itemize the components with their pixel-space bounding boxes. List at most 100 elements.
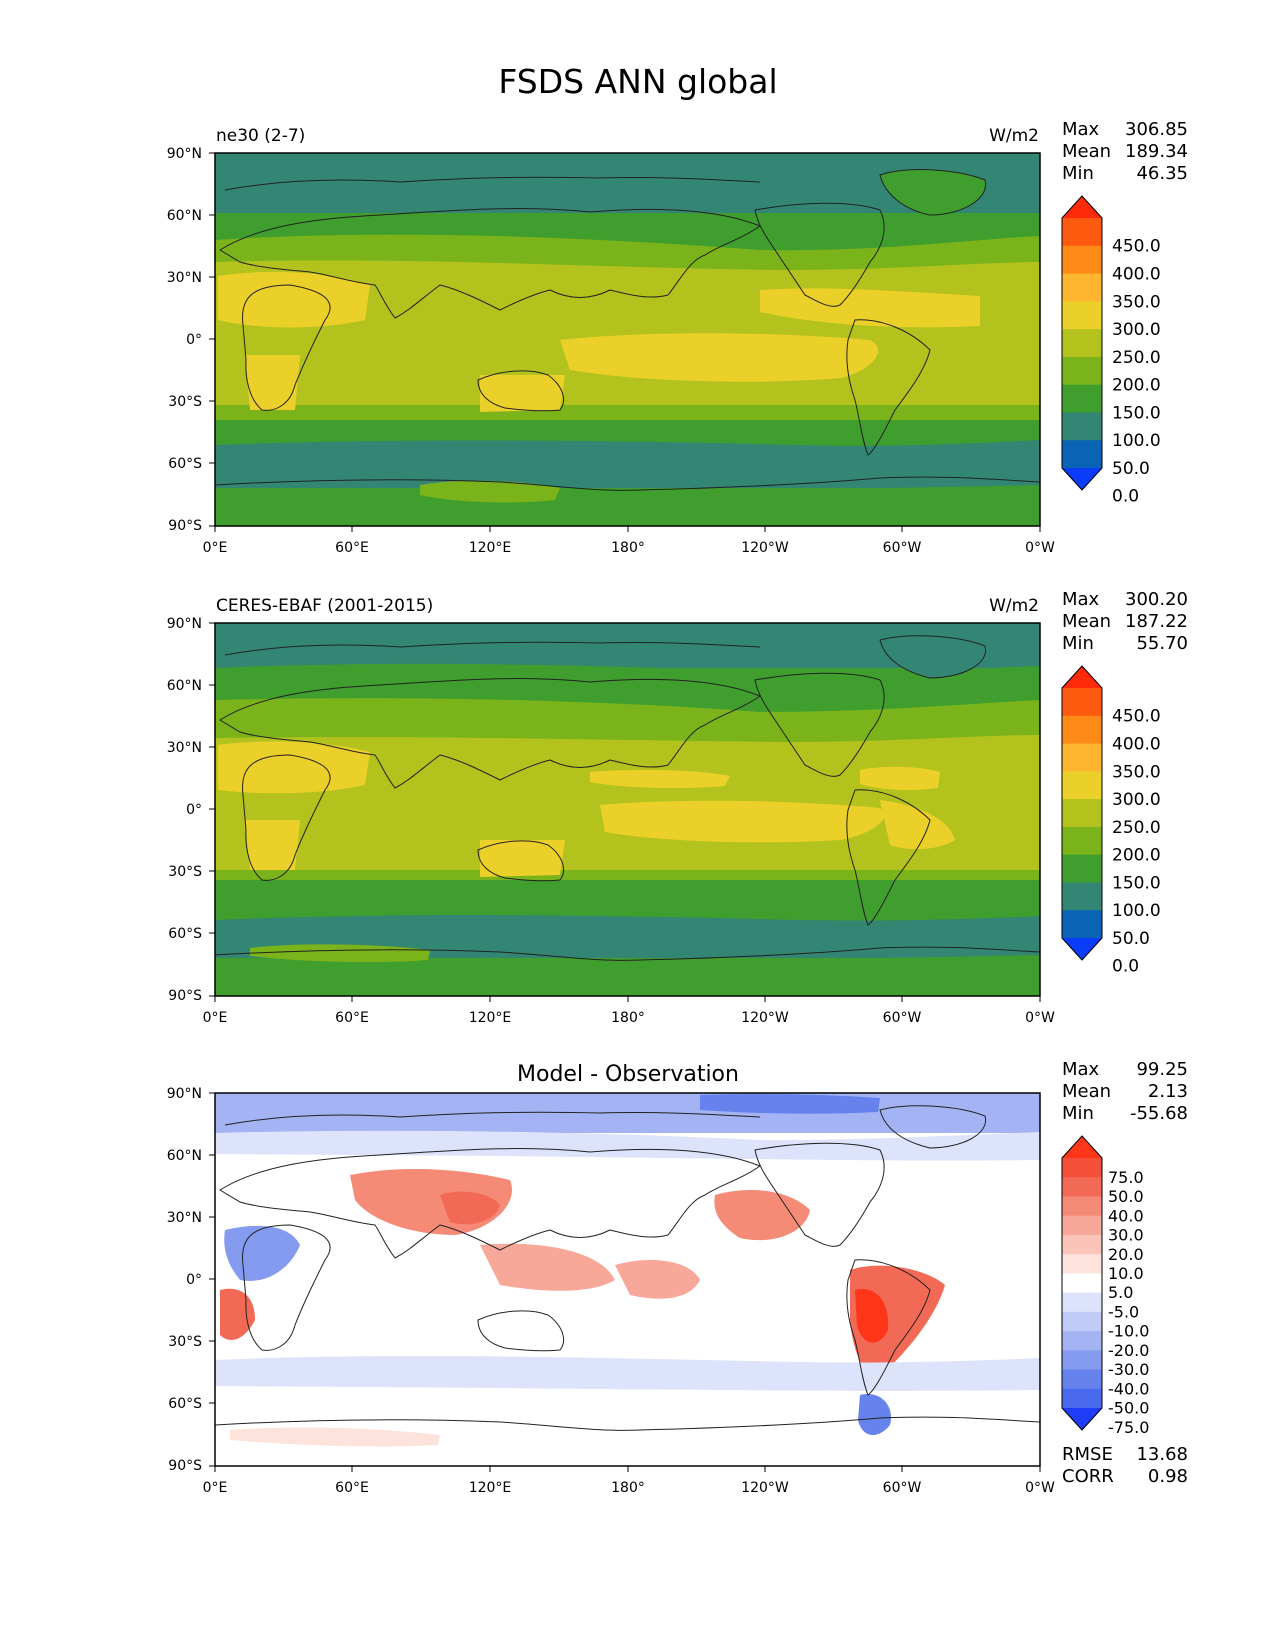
colorbar-extend-max — [1062, 1136, 1102, 1158]
colorbar-segment — [1062, 329, 1102, 358]
lon-ticks — [214, 996, 1041, 1002]
colorbar-segment — [1062, 1177, 1102, 1197]
stat-key-mean: Mean — [1062, 1081, 1111, 1102]
contour-band-sahara — [218, 741, 370, 794]
stat-value-max: 300.20 — [1125, 589, 1188, 610]
panel-label: ne30 (2-7) — [216, 126, 305, 146]
colorbar-segment — [1062, 412, 1102, 441]
colorbar-tick-label: 150.0 — [1112, 403, 1161, 423]
colorbar-segment — [1062, 1196, 1102, 1217]
lon-tick-label: 60°W — [883, 540, 922, 556]
coastline-eurasia — [219, 208, 762, 319]
coastline-north-america — [754, 202, 885, 307]
coastline-arctic — [224, 1111, 761, 1126]
stat-value-mean: 187.22 — [1125, 611, 1188, 632]
lat-tick-labels: 90°N 60°N 30°N 0° 30°S 60°S 90°S — [167, 146, 202, 534]
colorbar-tick-label: 400.0 — [1112, 265, 1161, 285]
colorbar-tick-label: 300.0 — [1112, 790, 1161, 810]
colorbar-tick-label: 350.0 — [1112, 762, 1161, 782]
lat-tick-label: 0° — [186, 332, 202, 348]
lat-tick-labels: 90°N 60°N 30°N 0° 30°S 60°S 90°S — [167, 1086, 202, 1474]
stat-value-min: 46.35 — [1136, 163, 1188, 184]
contour-band-north-mid — [215, 663, 1040, 700]
contour-band-north-neg — [215, 1130, 1040, 1161]
lon-tick-label: 120°W — [741, 1480, 789, 1496]
coastline-australia — [477, 840, 564, 882]
coastline-south-america — [846, 319, 931, 456]
colorbar-tick-label: 50.0 — [1112, 459, 1150, 479]
lon-tick-label: 180° — [611, 1010, 645, 1026]
map-field — [215, 153, 1040, 526]
colorbar-tick-label: 20.0 — [1108, 1245, 1144, 1264]
colorbar-segment — [1062, 743, 1102, 772]
colorbar: 75.050.040.030.020.010.05.0-5.0-10.0-20.… — [1061, 1135, 1149, 1437]
coastlines — [215, 635, 1040, 961]
colorbar: 450.0 400.0 350.0 300.0 250.0 200.0 150.0 100.0… — [1061, 195, 1161, 507]
contour-band-south-america — [880, 800, 955, 850]
stat-key-min: Min — [1062, 1103, 1094, 1124]
lat-tick-label: 90°S — [168, 1458, 202, 1474]
lon-tick-label: 120°W — [741, 1010, 789, 1026]
colorbar-segment — [1062, 1331, 1102, 1351]
lon-tick-label: 120°E — [469, 1480, 512, 1496]
colorbar-tick-label: 250.0 — [1112, 818, 1161, 838]
lon-tick-label: 60°W — [883, 1480, 922, 1496]
coastline-antarctica — [215, 946, 1040, 961]
coastline-africa — [242, 284, 331, 411]
colorbar-segment — [1062, 771, 1102, 800]
contour-band-antarctica — [215, 958, 1040, 996]
lat-tick-label: 30°S — [168, 1334, 202, 1350]
colorbar-segment — [1062, 245, 1102, 275]
colorbar-segment — [1062, 356, 1102, 386]
colorbar-segment — [1062, 826, 1102, 856]
colorbar-segment — [1062, 440, 1102, 469]
contour-band-australia — [480, 375, 565, 412]
coastline-eurasia — [219, 678, 762, 789]
colorbar-tick-label: 0.0 — [1112, 487, 1139, 507]
coastline-south-america — [846, 1259, 931, 1396]
lat-tick-label: 30°S — [168, 394, 202, 410]
stat-value-min: 55.70 — [1136, 633, 1188, 654]
contour-band-pacific — [560, 333, 879, 382]
colorbar-extend-max — [1062, 196, 1102, 218]
contour-band-south-neg — [215, 1356, 1040, 1391]
lat-tick-label: 0° — [186, 1272, 202, 1288]
contour-band-antarctica — [215, 488, 1040, 526]
contour-band-subtropic-atl — [760, 288, 980, 328]
colorbar-extend-min — [1062, 468, 1102, 490]
colorbar-tick-label: -75.0 — [1108, 1418, 1149, 1437]
lon-tick-label: 0°W — [1025, 1010, 1055, 1026]
colorbar-tick-label: 50.0 — [1112, 929, 1150, 949]
coastline-north-america — [754, 672, 885, 777]
lat-tick-label: 30°N — [167, 740, 202, 756]
colorbar-tick-label: 100.0 — [1112, 431, 1161, 451]
stat-key-max: Max — [1062, 119, 1100, 140]
lon-tick-labels: 0°E 60°E 120°E 180° 120°W 60°W 0°W — [203, 1480, 1055, 1496]
contour-band-subtropic-atl — [590, 769, 730, 789]
colorbar-segment — [1062, 1350, 1102, 1371]
stat-value-max: 306.85 — [1125, 119, 1188, 140]
colorbar-outline — [1061, 1135, 1103, 1431]
colorbar-segment — [1062, 715, 1102, 745]
colorbar-tick-label: 300.0 — [1112, 320, 1161, 340]
colorbar-segment — [1062, 1311, 1102, 1332]
colorbar-tick-label: 5.0 — [1108, 1283, 1133, 1302]
colorbar-tick-label: 450.0 — [1112, 237, 1161, 257]
lat-tick-label: 0° — [186, 802, 202, 818]
colorbar-tick-label: -40.0 — [1108, 1379, 1149, 1398]
colorbar-tick-label: 30.0 — [1108, 1226, 1144, 1245]
coastline-south-america — [846, 789, 931, 926]
stat-value-mean: 189.34 — [1125, 141, 1188, 162]
contour-band-antarctica-patch — [420, 480, 560, 503]
colorbar-tick-label: -5.0 — [1108, 1302, 1139, 1321]
coastline-greenland — [879, 169, 986, 216]
contour-band-arctic-neg-strong — [700, 1094, 880, 1114]
coastlines — [215, 169, 1040, 491]
colorbar-segment — [1062, 273, 1102, 302]
colorbar: 450.0 400.0 350.0 300.0 250.0 200.0 150.0 100.0… — [1061, 665, 1161, 977]
stat-key-mean: Mean — [1062, 611, 1111, 632]
figure-title: FSDS ANN global — [498, 62, 777, 101]
colorbar-tick-label: 150.0 — [1112, 873, 1161, 893]
metric-key-corr: CORR — [1062, 1466, 1114, 1487]
lon-ticks — [214, 526, 1041, 532]
